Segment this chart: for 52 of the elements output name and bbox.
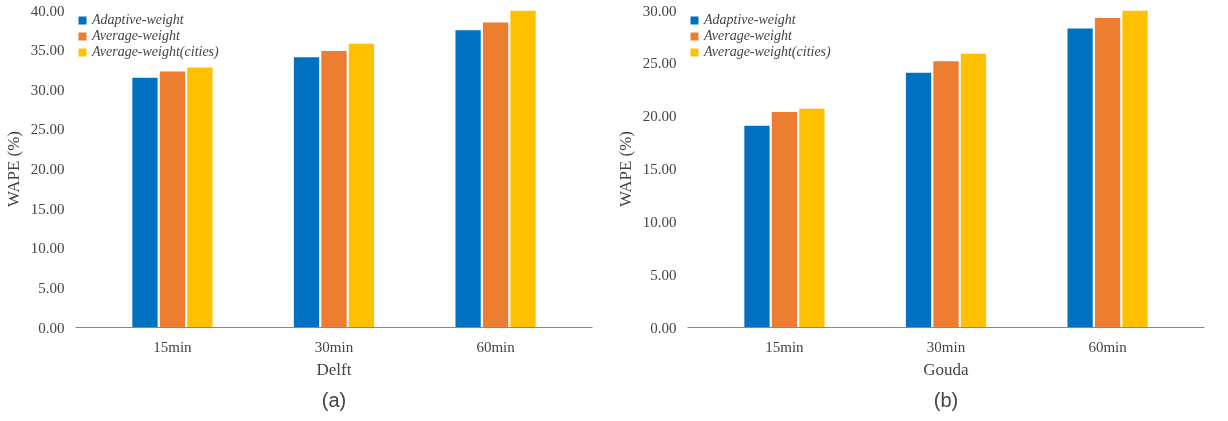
y-tick-label: 5.00 — [650, 266, 677, 283]
bar — [1122, 10, 1148, 328]
y-tick-label: 20.00 — [30, 161, 65, 177]
y-tick-label: 15.00 — [642, 161, 677, 177]
x-axis-title: Gouda — [923, 359, 970, 379]
bar — [960, 53, 987, 328]
x-tick-label: 30min — [926, 338, 966, 355]
x-tick-label: 30min — [314, 338, 354, 355]
y-tick-label: 20.00 — [642, 108, 677, 125]
legend-label: Average-weight — [92, 28, 180, 44]
bar — [1067, 28, 1093, 328]
bar — [510, 10, 536, 328]
bar — [744, 125, 770, 328]
bar — [293, 57, 320, 328]
y-tick-label: 30.00 — [30, 81, 65, 98]
bar — [321, 50, 347, 328]
bar — [799, 108, 825, 328]
y-tick-label: 15.00 — [30, 200, 65, 217]
x-tick-label: 60min — [476, 338, 516, 355]
bar — [159, 71, 186, 328]
legend-label: Adaptive-weight — [92, 12, 184, 28]
y-tick-label: 25.00 — [30, 121, 65, 138]
y-tick-label: 25.00 — [642, 55, 677, 72]
text: (a) — [321, 388, 347, 411]
bar — [348, 43, 375, 328]
x-tick-label: 60min — [1088, 338, 1128, 355]
text: (b) — [933, 388, 959, 411]
bar — [482, 22, 509, 328]
y-tick-label: 0.00 — [650, 319, 677, 336]
bar — [771, 111, 798, 328]
y-tick-label: 10.00 — [30, 240, 65, 257]
x-tick-label: 15min — [153, 338, 193, 355]
y-tick-label: 10.00 — [642, 213, 677, 230]
y-tick-label: 40.00 — [30, 2, 65, 19]
bar — [187, 67, 213, 328]
bar — [933, 61, 959, 328]
y-axis-title: WAPE (%) — [615, 130, 635, 208]
y-axis-title: WAPE (%) — [3, 130, 23, 208]
x-axis-title: Delft — [316, 359, 352, 379]
x-tick-label: 15min — [765, 338, 805, 355]
bar — [1094, 17, 1121, 328]
y-tick-label: 0.00 — [38, 319, 65, 336]
legend-label: Average-weight — [704, 28, 792, 44]
y-tick-label: 35.00 — [30, 42, 65, 59]
legend-label: Adaptive-weight — [704, 12, 796, 28]
y-tick-label: 5.00 — [38, 279, 65, 296]
legend-label: Average-weight(cities) — [704, 44, 831, 60]
legend-label: Average-weight(cities) — [92, 44, 219, 60]
bar — [455, 30, 481, 328]
bar — [132, 77, 158, 328]
y-tick-label: 30.00 — [642, 2, 677, 19]
bar — [905, 72, 932, 328]
